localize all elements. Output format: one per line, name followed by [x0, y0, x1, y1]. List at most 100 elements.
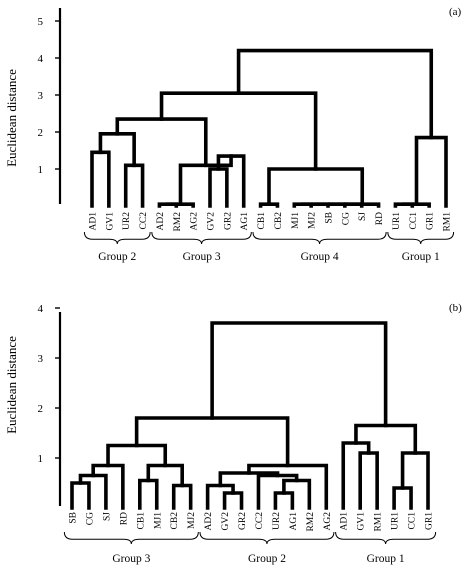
dendrogram-link: [400, 451, 430, 510]
leaf-label: AG2: [190, 212, 200, 231]
panel-b-y-axis-label: Euclidean distance: [4, 336, 19, 434]
group-bracket: [151, 231, 252, 245]
dendrogram-link: [344, 202, 381, 208]
leaf-label: AD1: [340, 512, 350, 531]
leaf-label: GR1: [425, 512, 435, 530]
dendrogram-link: [414, 135, 448, 208]
leaf-label: AG2: [323, 512, 333, 531]
leaf-label: UR2: [272, 512, 282, 530]
panel-a-y-axis-label: Euclidean distance: [4, 69, 19, 167]
leaf-label: RM2: [173, 212, 183, 232]
dendrogram-link: [123, 163, 145, 208]
group-label: Group 4: [301, 251, 339, 263]
leaf-label: CB1: [257, 212, 267, 230]
leaf-label: GV2: [207, 212, 217, 231]
group-bracket: [63, 531, 199, 545]
dendrogram-link: [90, 150, 111, 208]
panel-a-leaf-labels: AD1 GV1 UR2 CC2 AD2 RM2 AG2 GV2 GR2 AG1 CB1 CB2 MJ1 M…: [89, 212, 453, 232]
group-label: Group 2: [248, 553, 286, 565]
leaf-label: CC2: [255, 512, 265, 530]
leaf-label: SJ: [102, 512, 112, 521]
leaf-label: CB2: [274, 212, 284, 230]
y-tick-label: 4: [38, 303, 44, 315]
leaf-label: MJ1: [153, 512, 163, 529]
leaf-label: UR2: [122, 212, 132, 230]
y-tick-label: 1: [38, 453, 44, 465]
panel-a-group-brackets: Group 2 Group 3 Group 4 Group 1: [83, 231, 455, 263]
dendrogram-link: [166, 202, 195, 208]
leaf-label: CG: [341, 212, 351, 225]
group-label: Group 1: [402, 251, 440, 263]
leaf-label: RD: [119, 512, 129, 525]
dendrogram-link: [210, 321, 388, 428]
dendrogram-link: [171, 483, 193, 510]
dendrogram-link: [222, 491, 244, 510]
group-bracket: [252, 231, 387, 245]
group-bracket: [387, 231, 455, 245]
dendrogram-panel-b: (b) Euclidean distance 1 2 3 4 SB CG SJ RD CB1 M…: [4, 302, 462, 565]
dendrogram-link: [205, 483, 235, 510]
y-tick-label: 2: [38, 127, 44, 139]
dendrogram-link: [273, 491, 295, 510]
dendrogram-link: [358, 451, 379, 510]
y-tick-label: 3: [38, 353, 44, 365]
leaf-label: MJ2: [187, 512, 197, 529]
leaf-label: CC1: [409, 212, 419, 230]
dendrogram-link: [78, 473, 108, 510]
group-bracket: [335, 531, 437, 545]
leaf-label: MJ2: [308, 212, 318, 229]
leaf-label: MJ1: [291, 212, 301, 229]
panel-a-tag: (a): [449, 6, 462, 18]
y-tick-label: 5: [38, 16, 44, 28]
dendrogram-link: [208, 167, 229, 208]
group-bracket: [199, 531, 335, 545]
panel-a-y-axis: 1 2 3 4 5: [38, 8, 62, 204]
dendrogram-link: [98, 132, 136, 168]
y-tick-label: 3: [38, 90, 44, 102]
leaf-label: GV1: [105, 212, 115, 231]
leaf-label: RD: [375, 212, 385, 225]
leaf-label: AD2: [204, 512, 214, 531]
y-tick-label: 4: [38, 53, 44, 65]
leaf-label: SB: [69, 512, 79, 524]
leaf-label: GR1: [426, 212, 436, 230]
group-label: Group 1: [367, 553, 405, 565]
panel-b-y-axis: 1 2 3 4: [38, 303, 62, 506]
leaf-label: AG1: [240, 212, 250, 231]
dendrogram-link: [402, 202, 431, 208]
group-label: Group 2: [98, 251, 136, 263]
panel-b-tag: (b): [449, 302, 462, 314]
dendrogram-link: [236, 48, 434, 140]
leaf-label: SJ: [358, 212, 368, 221]
leaf-label: SB: [325, 212, 335, 224]
dendrogram-link: [354, 423, 418, 455]
leaf-label: AD2: [156, 212, 166, 231]
leaf-label: GR2: [223, 212, 233, 230]
panel-b-tree: [70, 321, 430, 510]
dendrogram-link: [70, 481, 91, 510]
dendrogram-link: [134, 416, 290, 468]
dendrogram-link: [267, 167, 365, 206]
leaf-label: CB1: [136, 512, 146, 530]
group-label: Group 3: [112, 553, 150, 565]
panel-b-group-brackets: Group 3 Group 2 Group 1: [63, 531, 437, 565]
leaf-label: RM1: [374, 512, 384, 532]
group-bracket: [83, 231, 151, 245]
leaf-label: RM1: [443, 212, 453, 232]
leaf-label: RM2: [306, 512, 316, 532]
leaf-label: CC2: [139, 212, 149, 230]
leaf-label: AD1: [89, 212, 99, 231]
dendrogram-panel-a: (a) Euclidean distance 1 2 3 4 5 AD1 GV1 UR2 CC…: [4, 6, 462, 263]
dendrogram-link: [115, 117, 208, 168]
leaf-label: CC1: [408, 512, 418, 530]
y-tick-label: 2: [38, 403, 44, 415]
dendrogram-link: [138, 478, 159, 510]
panel-b-leaf-labels: SB CG SJ RD CB1 MJ1 CB2 MJ2 AD2 GV2 GR2 CC2 UR2 AG1 RM…: [69, 512, 435, 532]
dendrogram-link: [106, 443, 168, 468]
dendrogram-link: [146, 463, 184, 488]
panel-a-tree: [90, 48, 448, 208]
leaf-label: AG1: [289, 512, 299, 531]
leaf-label: GV1: [357, 512, 367, 531]
leaf-label: GR2: [238, 512, 248, 530]
